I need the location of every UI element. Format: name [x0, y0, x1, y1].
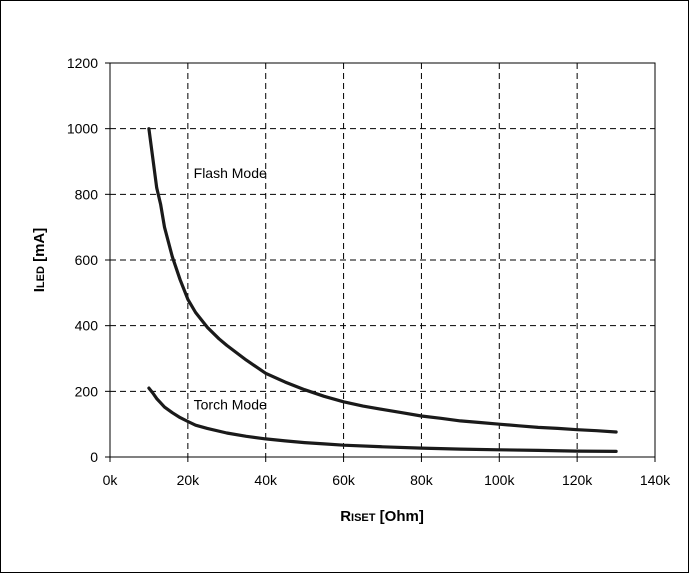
annotation-label: Flash Mode — [194, 165, 267, 181]
series-line-flash-mode — [147, 127, 618, 434]
y-tick-label: 0 — [90, 449, 98, 465]
y-tick-label: 600 — [75, 252, 99, 268]
x-tick-label: 0k — [103, 472, 119, 488]
x-axis-label-unit: [Ohm] — [375, 508, 423, 525]
x-axis-label-main: R — [340, 508, 351, 525]
x-axis-label: RISET [Ohm] — [340, 508, 424, 525]
grid — [110, 63, 655, 457]
x-tick-label: 20k — [177, 472, 201, 488]
y-axis-label-sub: LED — [35, 266, 47, 288]
series-layer — [147, 127, 618, 453]
x-tick-label: 40k — [254, 472, 278, 488]
y-axis-label: ILED [mA] — [31, 228, 48, 293]
y-tick-label: 200 — [75, 383, 99, 399]
x-tick-label: 80k — [410, 472, 434, 488]
x-axis-ticks: 0k 20k 40k 60k 80k 100k 120k 140k — [103, 457, 671, 488]
series-line-torch-mode — [147, 386, 618, 453]
x-tick-label: 100k — [484, 472, 515, 488]
x-tick-label: 120k — [562, 472, 593, 488]
y-tick-label: 1200 — [67, 55, 98, 71]
y-tick-label: 1000 — [67, 121, 98, 137]
x-tick-label: 60k — [332, 472, 356, 488]
y-tick-label: 800 — [75, 186, 99, 202]
x-axis-label-sub: ISET — [351, 512, 376, 524]
x-tick-label: 140k — [640, 472, 671, 488]
y-axis-label-unit: [mA] — [31, 228, 48, 266]
annotations: Flash Mode Torch Mode — [194, 165, 267, 412]
y-axis-ticks: 0 200 400 600 800 1000 1200 — [67, 55, 110, 465]
y-tick-label: 400 — [75, 318, 99, 334]
y-axis-label-main: I — [31, 288, 48, 292]
annotation-label: Torch Mode — [194, 396, 267, 412]
